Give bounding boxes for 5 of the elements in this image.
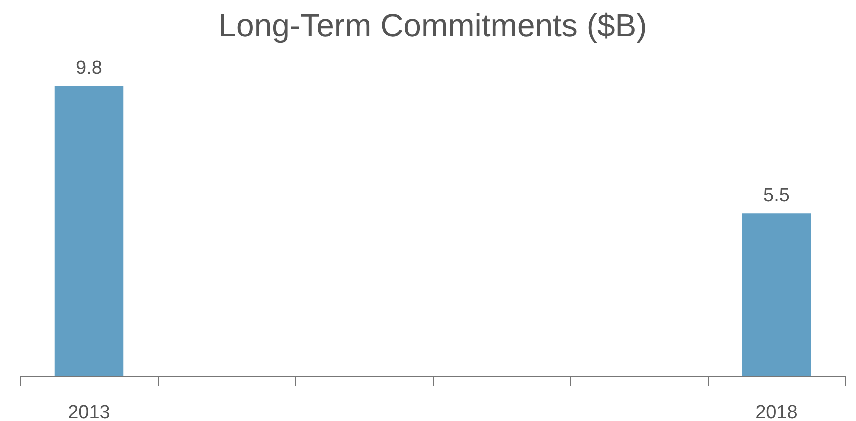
- x-tick-label: 2013: [68, 402, 110, 421]
- chart-title: Long-Term Commitments ($B): [218, 8, 648, 44]
- data-label: 5.5: [764, 186, 790, 207]
- x-tick-label: 2018: [756, 402, 798, 421]
- data-label: 9.8: [76, 58, 102, 80]
